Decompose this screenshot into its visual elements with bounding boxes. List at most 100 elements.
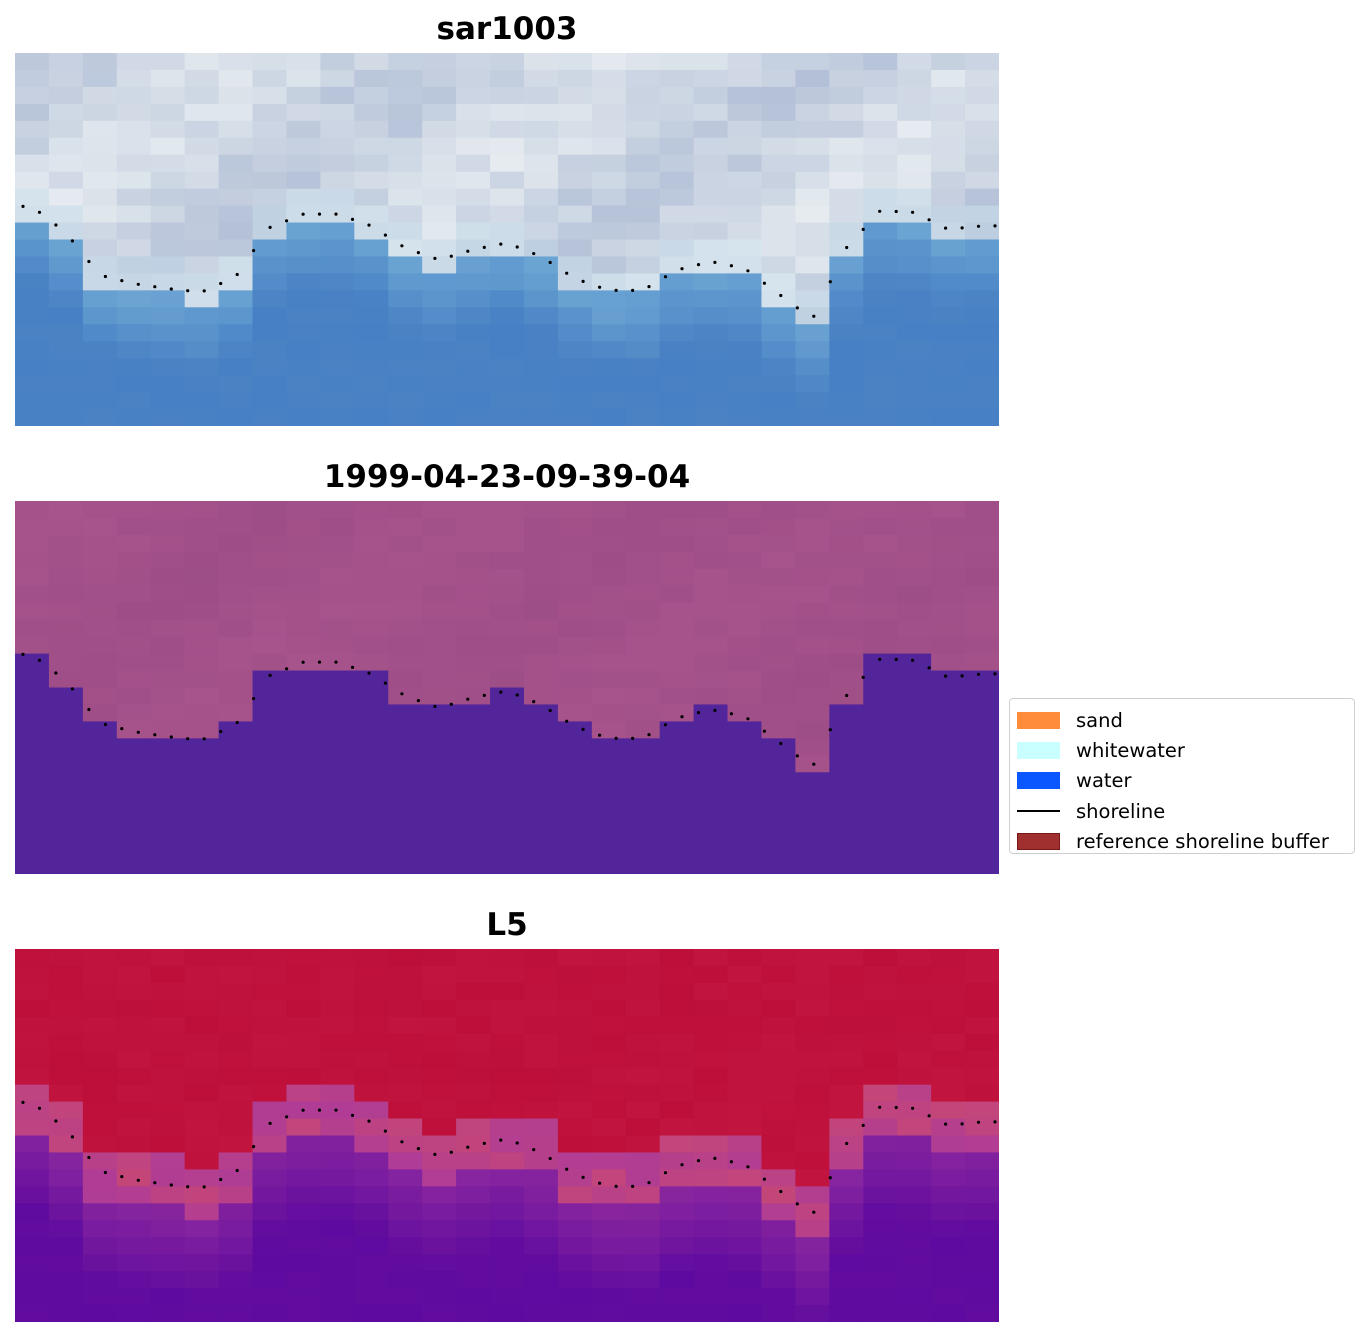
index-cell	[625, 1288, 661, 1306]
classified-cell	[82, 789, 118, 807]
index-cell	[829, 1237, 864, 1255]
rgb-cell	[354, 273, 389, 291]
classified-cell	[218, 636, 254, 655]
index-cell	[82, 1016, 118, 1035]
rgb-cell	[252, 86, 288, 105]
index-cell	[15, 1169, 50, 1187]
classified-cell	[931, 704, 966, 722]
rgb-shoreline-point	[647, 285, 651, 289]
index-cell	[252, 1203, 288, 1221]
rgb-cell	[693, 188, 729, 207]
index-shoreline-point	[433, 1152, 437, 1156]
rgb-cell	[388, 53, 423, 71]
index-cell	[591, 1203, 627, 1221]
rgb-cell	[931, 188, 966, 207]
classified-cell	[490, 517, 525, 536]
index-cell	[659, 1288, 695, 1306]
rgb-cell	[761, 324, 797, 342]
index-cell	[829, 1254, 864, 1272]
classified-cell	[15, 789, 50, 807]
rgb-cell	[252, 53, 288, 71]
rgb-cell	[829, 222, 864, 241]
index-cell	[354, 1220, 389, 1238]
index-cell	[116, 1237, 152, 1255]
rgb-cell	[659, 86, 695, 105]
rgb-cell	[456, 103, 491, 122]
index-cell	[422, 1169, 457, 1187]
index-cell	[795, 1050, 830, 1069]
classified-shoreline-point	[976, 672, 981, 676]
classified-cell	[354, 789, 389, 807]
rgb-cell	[591, 222, 627, 241]
index-cell	[659, 1016, 695, 1035]
index-cell	[625, 1033, 661, 1052]
legend-label-shoreline: shoreline	[1076, 799, 1166, 823]
rgb-cell	[354, 171, 389, 190]
classified-cell	[965, 551, 999, 570]
index-cell	[422, 1237, 457, 1255]
classified-cell	[897, 738, 932, 756]
classified-cell	[252, 823, 288, 841]
classified-cell	[557, 857, 593, 874]
rgb-cell	[422, 137, 457, 156]
index-cell	[761, 1067, 797, 1086]
index-cell	[422, 1220, 457, 1238]
index-cell	[863, 1203, 898, 1221]
index-cell	[354, 965, 389, 984]
classified-cell	[829, 670, 864, 689]
classified-cell	[863, 636, 898, 655]
rgb-cell	[116, 307, 152, 325]
rgb-cell	[388, 290, 423, 308]
classified-cell	[557, 806, 593, 824]
classified-cell	[557, 585, 593, 604]
classified-cell	[422, 789, 457, 807]
rgb-cell	[320, 103, 355, 122]
index-cell	[727, 1203, 763, 1221]
classified-cell	[659, 551, 695, 570]
index-cell	[659, 1033, 695, 1052]
index-cell	[116, 1288, 152, 1306]
index-cell	[693, 1288, 729, 1306]
rgb-shoreline-point	[169, 287, 173, 291]
classified-cell	[761, 806, 797, 824]
index-cell	[218, 1271, 254, 1289]
index-cell	[184, 1288, 220, 1306]
index-cell	[252, 1101, 288, 1120]
rgb-cell	[320, 171, 355, 190]
index-cell	[625, 982, 661, 1001]
index-cell	[456, 1118, 491, 1137]
classified-cell	[252, 551, 288, 570]
rgb-cell	[354, 137, 389, 156]
classified-cell	[150, 501, 186, 519]
index-cell	[490, 1152, 525, 1170]
index-cell	[625, 1254, 661, 1272]
classified-cell	[693, 857, 729, 874]
rgb-cell	[761, 307, 797, 325]
index-cell	[863, 1016, 898, 1035]
classified-cell	[795, 772, 830, 790]
classified-cell	[829, 534, 864, 553]
index-cell	[761, 1016, 797, 1035]
rgb-cell	[557, 205, 593, 224]
rgb-cell	[795, 205, 830, 224]
rgb-cell	[557, 222, 593, 241]
classified-cell	[320, 670, 355, 689]
classified-cell	[422, 670, 457, 689]
rgb-shoreline-point	[466, 249, 470, 253]
classified-cell	[897, 501, 932, 519]
index-cell	[557, 1050, 593, 1069]
rgb-cell	[150, 188, 186, 207]
classified-cell	[354, 721, 389, 739]
index-cell	[761, 965, 797, 984]
index-cell	[48, 982, 84, 1001]
classified-cell	[965, 857, 999, 874]
rgb-cell	[863, 137, 898, 156]
rgb-cell	[625, 358, 661, 376]
classified-cell	[931, 755, 966, 773]
index-shoreline-point	[120, 1175, 124, 1179]
rgb-cell	[557, 188, 593, 207]
classified-cell	[591, 551, 627, 570]
index-cell	[490, 1186, 525, 1204]
classified-shoreline-point	[186, 737, 190, 741]
rgb-cell	[15, 273, 50, 291]
